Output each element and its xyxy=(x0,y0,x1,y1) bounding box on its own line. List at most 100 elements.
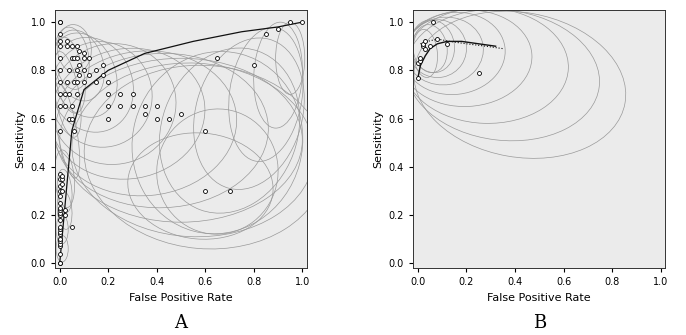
Point xyxy=(103,116,114,121)
Point xyxy=(98,63,109,68)
Point xyxy=(69,56,80,61)
Point xyxy=(54,19,65,25)
Point xyxy=(62,44,73,49)
Point xyxy=(54,217,65,222)
Point xyxy=(54,237,65,242)
Point xyxy=(78,51,89,56)
Point xyxy=(412,60,423,66)
Point xyxy=(54,92,65,97)
Point xyxy=(54,188,65,194)
Point xyxy=(432,36,443,42)
Point xyxy=(62,39,73,44)
Point xyxy=(64,116,75,121)
Point xyxy=(212,56,223,61)
Point xyxy=(54,183,65,189)
Point xyxy=(71,68,82,73)
Point xyxy=(54,261,65,266)
Point xyxy=(54,224,65,230)
Point xyxy=(54,193,65,198)
Point xyxy=(54,39,65,44)
Point xyxy=(152,104,163,109)
Point xyxy=(67,44,78,49)
Point xyxy=(54,210,65,215)
Point xyxy=(54,205,65,210)
Point xyxy=(59,212,70,218)
Point xyxy=(427,19,438,25)
Point xyxy=(73,72,84,78)
Point xyxy=(248,63,259,68)
X-axis label: False Positive Rate: False Positive Rate xyxy=(129,292,233,303)
Point xyxy=(473,70,484,75)
Point xyxy=(62,80,73,85)
Point xyxy=(67,116,78,121)
Point xyxy=(73,48,84,54)
Point xyxy=(71,80,82,85)
Point xyxy=(261,31,272,37)
Point xyxy=(176,111,187,116)
Point xyxy=(442,41,453,47)
Point xyxy=(224,188,235,194)
Point xyxy=(297,19,308,25)
Point xyxy=(54,239,65,244)
Point xyxy=(115,104,126,109)
Point xyxy=(54,261,65,266)
Point xyxy=(71,44,82,49)
Point xyxy=(59,92,70,97)
Point xyxy=(54,68,65,73)
Point xyxy=(54,251,65,256)
Point xyxy=(59,104,70,109)
Point xyxy=(54,31,65,37)
Y-axis label: Sensitivity: Sensitivity xyxy=(15,110,25,168)
Point xyxy=(54,227,65,232)
Point xyxy=(420,39,431,44)
Text: B: B xyxy=(532,315,546,332)
Point xyxy=(64,92,75,97)
Point xyxy=(78,56,89,61)
Point xyxy=(200,188,211,194)
Point xyxy=(200,128,211,133)
Point xyxy=(84,72,95,78)
Point xyxy=(67,56,78,61)
Point xyxy=(91,80,102,85)
Point xyxy=(57,181,68,186)
Point xyxy=(54,244,65,249)
Point xyxy=(59,207,70,213)
Point xyxy=(115,92,126,97)
Text: A: A xyxy=(174,315,187,332)
Point xyxy=(84,56,95,61)
Point xyxy=(78,68,89,73)
Point xyxy=(54,229,65,234)
Point xyxy=(139,104,150,109)
Point xyxy=(103,92,114,97)
Point xyxy=(71,56,82,61)
Point xyxy=(69,80,80,85)
Point xyxy=(103,104,114,109)
Point xyxy=(54,80,65,85)
Y-axis label: Sensitivity: Sensitivity xyxy=(373,110,383,168)
Point xyxy=(57,174,68,179)
Point xyxy=(67,224,78,230)
Point xyxy=(54,19,65,25)
Point xyxy=(73,63,84,68)
Point xyxy=(78,80,89,85)
Point xyxy=(54,241,65,247)
Point xyxy=(91,68,102,73)
Point xyxy=(57,176,68,182)
Point xyxy=(152,116,163,121)
Point xyxy=(64,68,75,73)
Point xyxy=(57,188,68,194)
Point xyxy=(69,128,80,133)
Point xyxy=(415,58,426,63)
Point xyxy=(139,111,150,116)
Point xyxy=(420,46,431,51)
Point xyxy=(54,44,65,49)
Point xyxy=(163,116,174,121)
Point xyxy=(127,92,138,97)
Point xyxy=(285,19,296,25)
Point xyxy=(425,44,436,49)
Point xyxy=(127,104,138,109)
Point xyxy=(54,231,65,237)
Point xyxy=(103,80,114,85)
Point xyxy=(98,72,109,78)
Point xyxy=(54,56,65,61)
